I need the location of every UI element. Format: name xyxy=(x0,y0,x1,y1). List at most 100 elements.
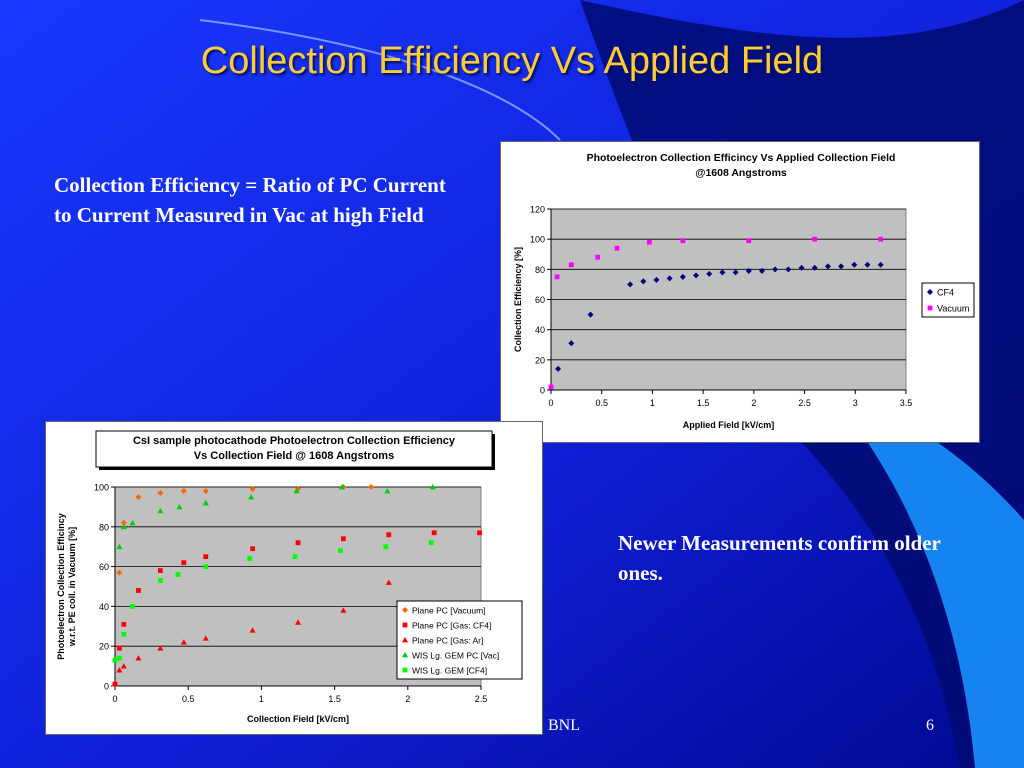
legend-marker xyxy=(927,305,933,311)
y-tick-label: 120 xyxy=(530,205,545,215)
data-point xyxy=(429,484,436,490)
data-point xyxy=(116,569,123,576)
data-point xyxy=(785,266,792,273)
data-point xyxy=(812,236,818,242)
conclusion-text: Newer Measurements confirm older ones. xyxy=(618,531,941,585)
data-point xyxy=(386,532,392,538)
data-point xyxy=(340,607,347,613)
data-point xyxy=(203,554,209,560)
data-point xyxy=(838,263,845,270)
data-point xyxy=(203,564,209,569)
legend-label: Plane PC [Vacuum] xyxy=(412,606,486,616)
data-point xyxy=(181,560,187,566)
y-tick-label: 100 xyxy=(530,235,545,245)
data-point xyxy=(180,487,187,494)
data-point xyxy=(384,487,391,494)
data-point xyxy=(180,639,187,645)
data-point xyxy=(706,270,713,277)
data-point xyxy=(587,311,594,318)
y-tick-label: 80 xyxy=(99,522,109,532)
x-axis-label: Collection Field [kV/cm] xyxy=(247,714,349,724)
legend-marker xyxy=(402,667,408,673)
data-point xyxy=(746,238,752,244)
decorative-arc-line xyxy=(199,19,561,141)
data-point xyxy=(157,568,163,573)
data-point xyxy=(112,681,118,687)
data-point xyxy=(824,263,831,270)
data-point xyxy=(864,261,871,268)
data-point xyxy=(250,546,256,552)
y-tick-label: 40 xyxy=(99,602,109,612)
data-point xyxy=(383,544,389,550)
x-tick-label: 3.5 xyxy=(900,398,913,408)
chart-top-right: Photoelectron Collection Efficincy Vs Ap… xyxy=(500,141,980,443)
data-point xyxy=(116,667,123,673)
data-point xyxy=(121,621,127,627)
x-tick-label: 1.5 xyxy=(328,694,341,704)
data-point xyxy=(249,485,256,492)
chart-top-right-svg: Photoelectron Collection Efficincy Vs Ap… xyxy=(513,152,975,430)
data-point xyxy=(157,645,164,651)
chart-title-line: @1608 Angstroms xyxy=(695,167,787,179)
y-tick-label: 60 xyxy=(535,295,545,305)
data-point xyxy=(745,267,752,274)
y-tick-label: 60 xyxy=(99,562,109,572)
data-point xyxy=(851,261,858,268)
data-point xyxy=(112,657,118,663)
x-axis-label: Applied Field [kV/cm] xyxy=(683,420,775,430)
data-point xyxy=(338,484,345,490)
legend-marker xyxy=(402,637,408,643)
data-point xyxy=(293,487,300,494)
legend-marker xyxy=(402,652,408,658)
data-point xyxy=(877,261,884,268)
data-point xyxy=(878,236,884,242)
x-tick-label: 1.5 xyxy=(697,398,710,408)
x-tick-label: 2.5 xyxy=(475,694,488,704)
y-tick-label: 40 xyxy=(535,325,545,335)
definition-text: Collection Efficiency = Ratio of PC Curr… xyxy=(54,173,446,227)
data-point xyxy=(627,281,634,288)
data-point xyxy=(568,262,574,268)
data-point xyxy=(693,272,700,279)
data-point xyxy=(646,239,652,245)
y-axis-label: Photoelectron Collection Efficincy xyxy=(56,513,66,660)
chart-title-line: CsI sample photocathode Photoelectron Co… xyxy=(133,435,456,447)
data-point xyxy=(202,635,209,641)
data-point xyxy=(157,507,164,514)
data-point xyxy=(719,269,726,276)
data-point xyxy=(175,572,181,577)
legend-box xyxy=(396,600,523,680)
legend-label: WIS Lg. GEM PC [Vac] xyxy=(412,651,499,661)
data-point xyxy=(120,663,127,669)
legend-box xyxy=(921,282,975,318)
y-axis-label: w.r.t. PE coll. in Vacuum [%] xyxy=(67,527,77,647)
data-point xyxy=(595,254,601,260)
footer-text: BNL xyxy=(548,717,580,734)
x-tick-label: 0.5 xyxy=(595,398,608,408)
data-point xyxy=(431,530,437,536)
legend-label: Vacuum xyxy=(937,304,969,314)
chart-bottom-left-svg: CsI sample photocathode Photoelectron Co… xyxy=(56,430,523,724)
legend-label: CF4 xyxy=(937,288,954,298)
x-tick-label: 2 xyxy=(405,694,410,704)
data-point xyxy=(292,554,298,560)
x-tick-label: 3 xyxy=(853,398,858,408)
data-point xyxy=(679,273,686,280)
data-point xyxy=(135,655,142,661)
data-point xyxy=(295,619,301,625)
chart-title-line: Vs Collection Field @ 1608 Angstroms xyxy=(194,450,394,462)
slide-title: Collection Efficiency Vs Applied Field xyxy=(200,40,824,82)
data-point xyxy=(340,536,346,542)
x-tick-label: 0 xyxy=(548,398,553,408)
data-point xyxy=(640,278,647,285)
x-tick-label: 2.5 xyxy=(798,398,811,408)
y-tick-label: 20 xyxy=(99,642,109,652)
y-tick-label: 0 xyxy=(104,682,109,692)
legend-marker xyxy=(402,607,408,613)
data-point xyxy=(428,540,434,546)
data-point xyxy=(680,238,686,244)
y-tick-label: 0 xyxy=(540,386,545,396)
data-point xyxy=(248,493,255,500)
data-point xyxy=(477,530,482,536)
data-point xyxy=(772,266,779,273)
